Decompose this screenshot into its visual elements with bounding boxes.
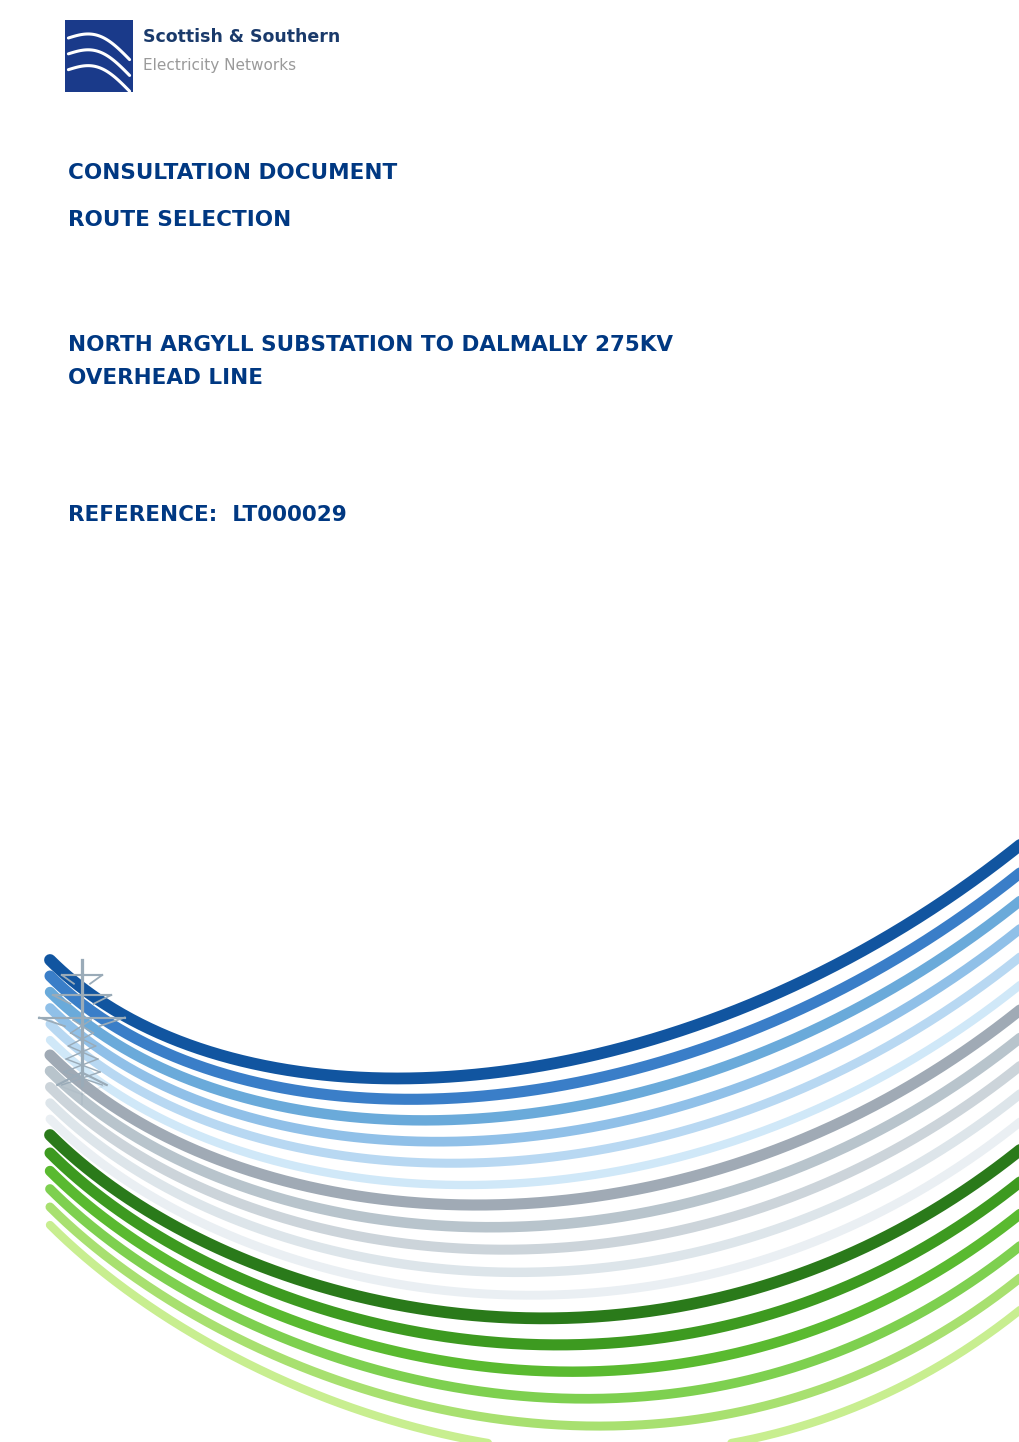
Text: NORTH ARGYLL SUBSTATION TO DALMALLY 275KV: NORTH ARGYLL SUBSTATION TO DALMALLY 275K… [68,335,673,355]
Text: Electricity Networks: Electricity Networks [143,58,296,74]
Text: ROUTE SELECTION: ROUTE SELECTION [68,211,291,231]
Text: REFERENCE:  LT000029: REFERENCE: LT000029 [68,505,346,525]
Text: OVERHEAD LINE: OVERHEAD LINE [68,368,263,388]
Text: CONSULTATION DOCUMENT: CONSULTATION DOCUMENT [68,163,396,183]
Text: Scottish & Southern: Scottish & Southern [143,27,340,46]
FancyBboxPatch shape [65,20,132,92]
